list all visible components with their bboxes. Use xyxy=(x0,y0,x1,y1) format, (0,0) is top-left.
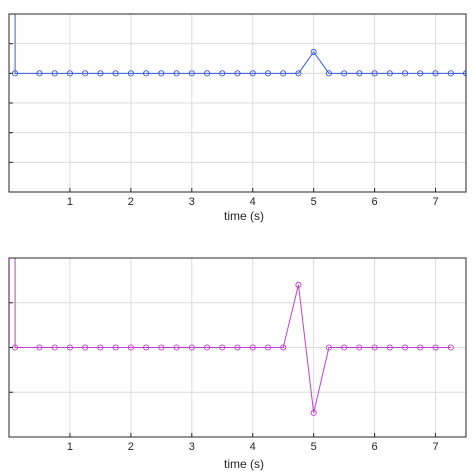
bottom-plot-data-point xyxy=(203,344,211,351)
top-plot-data-point xyxy=(234,70,241,77)
top-plot-data-point xyxy=(356,70,363,77)
bottom-plot-data-point xyxy=(341,344,348,351)
bottom-plot-data-point xyxy=(173,344,180,351)
top-plot-x-tick-label: 4 xyxy=(250,196,256,208)
bottom-plot-data-point xyxy=(127,344,134,351)
top-plot-x-tick-label: 6 xyxy=(372,196,378,208)
top-plot-data-point xyxy=(402,70,409,77)
bottom-plot-x-tick-label: 7 xyxy=(432,441,438,453)
top-plot-x-tick-label: 5 xyxy=(311,196,317,208)
top-plot-x-tick-label: 1 xyxy=(67,196,73,208)
bottom-plot-data-point xyxy=(417,344,424,351)
top-plot-data-point xyxy=(417,70,424,77)
bottom-plot-x-tick-label: 3 xyxy=(189,441,195,453)
bottom-plot-x-axis-label: time (s) xyxy=(224,457,264,471)
top-plot-data-point xyxy=(158,70,165,77)
top-plot-data-point xyxy=(173,70,180,77)
top-plot-data-point xyxy=(36,70,43,77)
bottom-plot-data-point xyxy=(158,344,165,351)
top-plot-x-tick-label: 7 xyxy=(432,196,438,208)
top-plot-data-point xyxy=(203,70,211,77)
top-plot-data-point xyxy=(280,70,287,77)
top-plot-data-point xyxy=(264,70,272,77)
top-plot-data-point xyxy=(188,70,195,77)
bottom-plot-data-point xyxy=(447,344,454,351)
bottom-plot-data-point xyxy=(234,344,241,351)
bottom-plot-data-point xyxy=(280,344,287,351)
bottom-plot-data-point xyxy=(295,281,302,288)
top-plot: 1 2 3 4 5 6 7 time (s) xyxy=(8,13,467,223)
top-plot-data-point xyxy=(249,70,256,77)
bottom-plot-data-point xyxy=(97,344,104,351)
bottom-plot-x-tick-label: 2 xyxy=(128,441,134,453)
bottom-plot-data-point xyxy=(249,344,256,351)
bottom-plot-data-point xyxy=(356,344,363,351)
top-plot-data-point xyxy=(371,70,378,77)
top-plot-data-point xyxy=(127,70,134,77)
bottom-plot-data-point xyxy=(51,344,58,351)
top-plot-data-point xyxy=(447,70,454,77)
top-plot-data-point xyxy=(295,70,302,77)
bottom-plot-data-point xyxy=(36,344,43,351)
bottom-plot-data-point xyxy=(66,344,73,351)
top-plot-data-point xyxy=(310,48,317,56)
bottom-plot: 1 2 3 4 5 6 7 time (s) xyxy=(8,257,467,471)
top-plot-data-point xyxy=(66,70,73,77)
bottom-plot-x-tick-label: 1 xyxy=(67,441,73,453)
bottom-plot-x-tick-label: 6 xyxy=(372,441,378,453)
bottom-plot-data-point xyxy=(219,344,226,351)
top-plot-data-point xyxy=(325,70,332,77)
top-plot-x-tick-label: 2 xyxy=(128,196,134,208)
top-plot-data-point xyxy=(143,70,150,77)
bottom-plot-data-point xyxy=(325,344,332,351)
bottom-plot-data-point xyxy=(402,344,409,351)
bottom-plot-data-point xyxy=(371,344,378,351)
top-plot-data-point xyxy=(432,70,439,77)
bottom-plot-data-point xyxy=(432,344,439,351)
bottom-plot-data-point xyxy=(386,344,393,351)
top-plot-x-axis-label: time (s) xyxy=(224,209,264,223)
top-plot-data-point xyxy=(341,70,348,77)
bottom-plot-data-point xyxy=(310,409,317,416)
bottom-plot-data-point xyxy=(143,344,150,351)
bottom-plot-data-point xyxy=(188,344,195,351)
top-plot-data-point xyxy=(386,70,393,77)
top-plot-data-point xyxy=(51,70,58,77)
top-plot-data-point xyxy=(112,70,119,77)
top-plot-data-point xyxy=(219,70,226,77)
bottom-plot-data-point xyxy=(112,344,119,351)
bottom-plot-x-tick-label: 5 xyxy=(311,441,317,453)
top-plot-x-tick-label: 3 xyxy=(189,196,195,208)
bottom-plot-data-point xyxy=(264,344,272,351)
top-plot-data-point xyxy=(97,70,104,77)
top-plot-data-point xyxy=(82,70,89,77)
bottom-plot-x-tick-label: 4 xyxy=(250,441,256,453)
bottom-plot-data-point xyxy=(82,344,89,351)
top-plot-series-line xyxy=(14,14,466,74)
